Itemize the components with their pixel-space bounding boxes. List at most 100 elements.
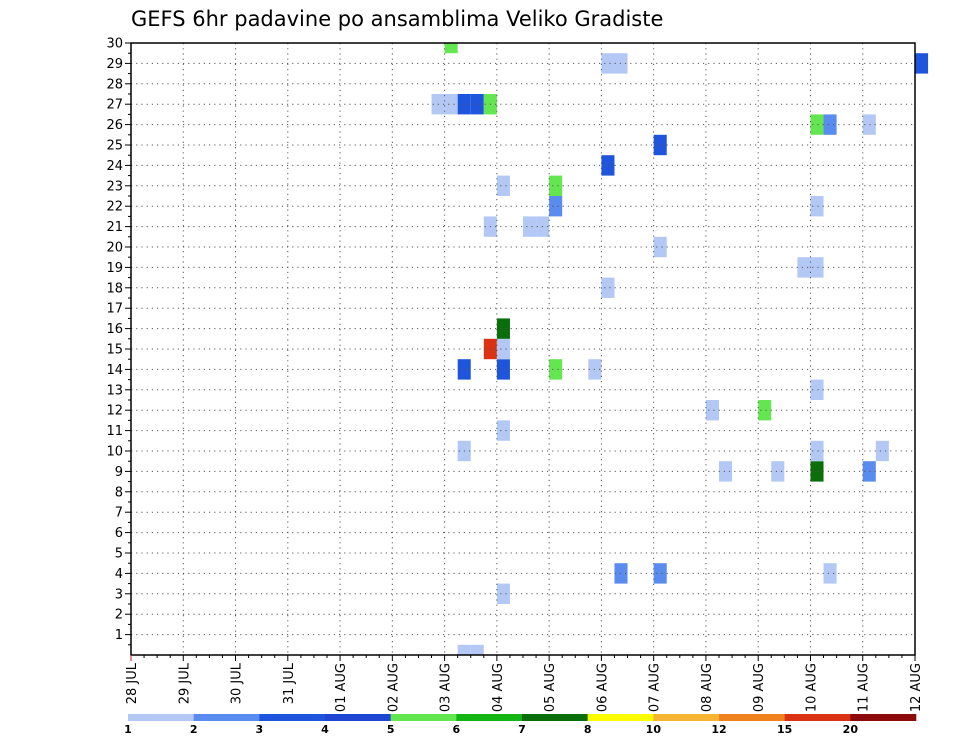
y-tick-label: 28 bbox=[106, 77, 123, 92]
precip-cell bbox=[810, 196, 824, 217]
y-tick-label: 13 bbox=[106, 383, 123, 398]
y-tick-label: 24 bbox=[106, 159, 123, 174]
legend-label: 7 bbox=[518, 723, 526, 736]
x-tick-label: 03 AUG bbox=[439, 663, 454, 712]
precip-cell bbox=[797, 257, 811, 278]
y-tick-label: 15 bbox=[106, 343, 123, 358]
precip-cell bbox=[862, 114, 876, 135]
precip-cell bbox=[653, 236, 667, 258]
legend-label: 2 bbox=[190, 723, 198, 736]
legend-label: 10 bbox=[646, 723, 662, 736]
y-tick-label: 12 bbox=[106, 404, 123, 419]
legend-label: 8 bbox=[584, 723, 592, 736]
x-tick-label: 29 JUL bbox=[177, 662, 192, 704]
legend-swatch bbox=[587, 714, 654, 721]
y-tick-label: 10 bbox=[106, 445, 123, 460]
y-tick-label: 17 bbox=[106, 302, 123, 317]
y-tick-label: 20 bbox=[106, 241, 123, 256]
grid-lines bbox=[131, 43, 915, 655]
legend-label: 3 bbox=[256, 723, 264, 736]
precip-cell bbox=[496, 583, 510, 604]
y-tick-label: 7 bbox=[115, 506, 123, 521]
precip-cell bbox=[496, 420, 510, 441]
chart-title: GEFS 6hr padavine po ansamblima Veliko G… bbox=[131, 7, 663, 31]
y-tick-label: 16 bbox=[106, 322, 123, 337]
legend-label: 1 bbox=[124, 723, 132, 736]
legend-swatch bbox=[850, 714, 917, 721]
legend-label: 15 bbox=[777, 723, 792, 736]
precip-cell bbox=[601, 277, 615, 298]
x-tick-label: 02 AUG bbox=[386, 663, 401, 712]
precip-cell bbox=[823, 563, 837, 584]
precip-cells bbox=[431, 43, 929, 655]
precip-cell bbox=[705, 400, 719, 421]
x-tick-label: 10 AUG bbox=[804, 663, 819, 712]
precip-cell bbox=[875, 440, 889, 462]
x-tick-label: 08 AUG bbox=[700, 663, 715, 712]
precip-cell bbox=[470, 644, 484, 655]
x-tick-label: 09 AUG bbox=[752, 663, 767, 712]
legend-swatch bbox=[193, 714, 260, 721]
y-tick-label: 29 bbox=[106, 57, 123, 72]
x-tick-label: 01 AUG bbox=[334, 663, 349, 712]
precip-cell bbox=[614, 53, 628, 74]
precip-cell bbox=[549, 196, 563, 217]
precip-cell bbox=[523, 216, 537, 237]
x-tick-label: 12 AUG bbox=[909, 663, 924, 712]
precip-cell bbox=[771, 461, 785, 482]
precip-cell bbox=[810, 257, 824, 278]
legend-swatch bbox=[456, 714, 523, 721]
y-tick-label: 21 bbox=[106, 220, 123, 235]
precip-cell bbox=[601, 53, 615, 74]
legend-label: 20 bbox=[843, 723, 859, 736]
legend-swatch bbox=[259, 714, 326, 721]
precip-cell bbox=[496, 338, 510, 360]
precip-cell bbox=[810, 114, 824, 135]
y-tick-label: 11 bbox=[106, 424, 123, 439]
y-tick-label: 26 bbox=[106, 118, 123, 133]
y-tick-label: 25 bbox=[106, 139, 123, 154]
legend-swatch bbox=[128, 714, 194, 721]
precip-cell bbox=[457, 644, 471, 655]
precip-cell bbox=[601, 155, 615, 176]
precip-cell bbox=[810, 440, 824, 462]
precip-cell bbox=[758, 400, 772, 421]
y-tick-label: 30 bbox=[106, 37, 123, 52]
y-tick-label: 5 bbox=[115, 547, 123, 562]
x-tick-label: 28 JUL bbox=[125, 662, 140, 704]
legend-swatch bbox=[390, 714, 457, 721]
x-tick-label: 11 AUG bbox=[857, 663, 872, 712]
precip-cell bbox=[549, 175, 563, 196]
y-tick-label: 23 bbox=[106, 179, 123, 194]
precip-cell bbox=[653, 134, 667, 156]
legend-label: 5 bbox=[387, 723, 395, 736]
legend-swatch bbox=[653, 714, 720, 721]
x-tick-label: 04 AUG bbox=[491, 663, 506, 712]
precip-cell bbox=[496, 359, 510, 380]
x-tick-label: 05 AUG bbox=[543, 663, 558, 712]
y-tick-label: 27 bbox=[106, 98, 123, 113]
y-axis: 1234567891011121314151617181920212223242… bbox=[106, 37, 131, 646]
precip-cell bbox=[653, 563, 667, 584]
legend-swatch bbox=[522, 714, 588, 721]
precip-cell bbox=[496, 175, 510, 196]
y-tick-label: 6 bbox=[115, 526, 123, 541]
y-tick-label: 8 bbox=[115, 485, 123, 500]
legend-swatch bbox=[719, 714, 785, 721]
precip-cell bbox=[719, 461, 733, 482]
legend-label: 6 bbox=[453, 723, 461, 736]
legend-label: 4 bbox=[321, 723, 329, 736]
precip-cell bbox=[862, 461, 876, 482]
y-tick-label: 3 bbox=[115, 587, 123, 602]
legend-swatch bbox=[784, 714, 851, 721]
y-tick-label: 9 bbox=[115, 465, 123, 480]
x-axis: 28 JUL 29 JUL 30 JUL 31 JUL 01 AUG 02 AUG 03 A… bbox=[125, 655, 924, 712]
legend-swatch bbox=[325, 714, 391, 721]
precip-cell bbox=[444, 43, 458, 54]
precip-cell bbox=[915, 53, 929, 74]
y-tick-label: 4 bbox=[115, 567, 123, 582]
color-legend: 1 2 3 4 5 6 7 8 10 12 15 20 bbox=[124, 714, 917, 736]
y-tick-label: 19 bbox=[106, 261, 123, 276]
y-tick-label: 2 bbox=[115, 608, 123, 623]
